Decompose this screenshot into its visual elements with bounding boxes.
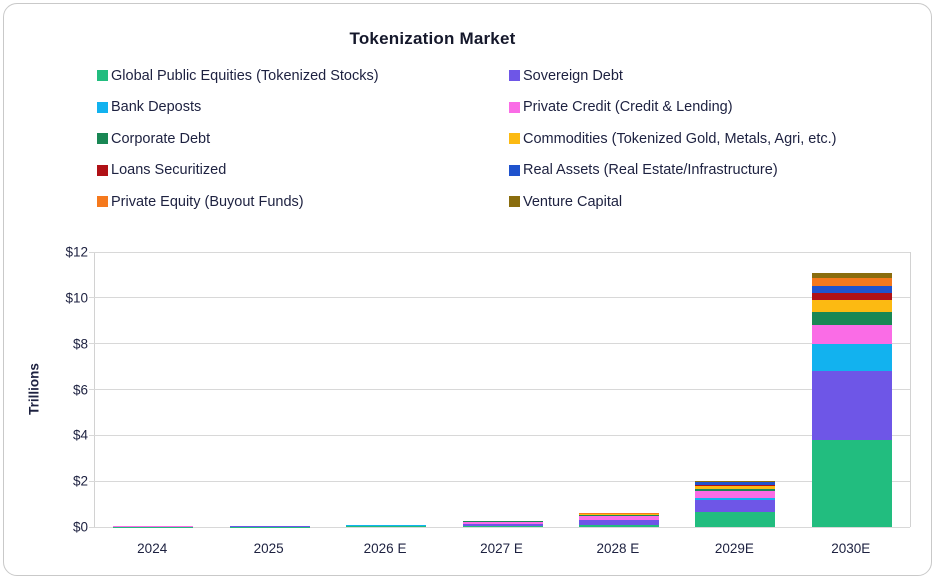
bar-segment[interactable] [462,521,543,524]
legend-label: Loans Securitized [111,162,227,178]
legend-label: Private Credit (Credit & Lending) [523,99,733,115]
legend-swatch-icon [509,133,520,144]
legend-item[interactable]: Loans Securitized [97,160,509,181]
legend-item[interactable]: Bank Deposts [97,97,509,118]
bar-segment[interactable] [346,526,427,527]
bar-segment[interactable] [695,490,776,499]
chart-card: Tokenization Market Global Public Equiti… [3,3,932,576]
bar-segment[interactable] [811,286,892,294]
chart-title: Tokenization Market [349,29,516,48]
legend-swatch-icon [97,164,108,176]
legend-item[interactable]: Private Equity (Buyout Funds) [97,191,509,212]
bar-segment[interactable] [578,524,659,527]
y-tick-label: $10 [65,290,88,306]
legend-item[interactable]: Commodities (Tokenized Gold, Metals, Agr… [509,128,909,149]
stacked-bar-2030e[interactable] [811,272,892,527]
legend-item[interactable]: Real Assets (Real Estate/Infrastructure) [509,160,909,181]
legend-label: Commodities (Tokenized Gold, Metals, Agr… [523,130,837,147]
legend-swatch-icon [509,196,520,207]
legend-label: Sovereign Debt [523,67,623,84]
x-tick-label: 2028 E [596,541,640,556]
plot-area [89,251,911,528]
x-tick-label: 2026 E [363,541,407,556]
bar-segment[interactable] [811,300,892,312]
gridline [89,480,910,482]
bar-segment[interactable] [811,325,892,344]
legend-swatch-icon [509,164,520,176]
gridline [89,526,910,528]
bar-segment[interactable] [811,293,892,301]
bar-segment[interactable] [578,514,659,516]
legend-item[interactable]: Corporate Debt [97,128,509,149]
x-tick-label: 2025 [253,541,284,556]
bar-segment[interactable] [462,525,543,527]
y-tick-label: $4 [72,427,88,443]
bar-segment[interactable] [695,512,776,527]
bar-segment[interactable] [811,343,892,372]
legend-swatch-icon [97,70,108,81]
legend-swatch-icon [97,196,108,207]
x-tick-label: 2029E [714,541,754,556]
bar-segment[interactable] [811,371,892,440]
x-tick-label: 2027 E [480,541,523,556]
bar-segment[interactable] [695,481,776,483]
y-tick-label: $6 [72,382,88,397]
bar-segment[interactable] [578,520,659,525]
legend-label: Private Equity (Buyout Funds) [111,193,304,210]
legend-item[interactable]: Sovereign Debt [509,65,909,86]
legend-swatch-icon [509,101,520,113]
stacked-bar-2026e[interactable] [346,524,427,527]
legend-item[interactable]: Venture Capital [509,191,909,212]
legend-label: Global Public Equities (Tokenized Stocks… [111,67,379,84]
y-tick-label: $2 [72,473,88,489]
gridline [89,343,910,345]
legend-label: Bank Deposts [111,99,202,115]
legend-label: Corporate Debt [111,130,211,147]
legend-swatch-icon [97,101,108,113]
legend-label: Real Assets (Real Estate/Infrastructure) [523,162,778,178]
y-tick-label: $0 [72,519,88,535]
bar-segment[interactable] [578,515,659,520]
stacked-bar-2025[interactable] [229,525,310,527]
bar-segment[interactable] [462,524,543,526]
legend-swatch-icon [97,133,108,144]
bar-segment[interactable] [811,278,892,287]
bar-segment[interactable] [695,498,776,500]
gridline [89,434,910,436]
bar-segment[interactable] [695,499,776,513]
stacked-bar-2027e[interactable] [462,521,543,527]
y-tick-label: $12 [65,244,88,260]
legend-swatch-icon [509,70,520,81]
legend-label: Venture Capital [523,193,623,210]
bar-segment[interactable] [811,272,892,279]
bar-segment[interactable] [695,485,776,489]
gridline [89,297,910,299]
bar-segment[interactable] [695,482,776,486]
bar-segment[interactable] [811,311,892,326]
stacked-bar-2024[interactable] [113,526,194,527]
gridline [89,251,910,253]
stacked-bar-2029e[interactable] [695,481,776,527]
legend-item[interactable]: Private Credit (Credit & Lending) [509,97,909,118]
stacked-bar-2028e[interactable] [578,513,659,527]
gridline [89,389,910,390]
x-tick-label: 2030E [831,541,871,556]
bar-segment[interactable] [346,525,427,527]
y-tick-label: $8 [72,336,88,352]
chart-legend: Global Public Equities (Tokenized Stocks… [97,65,909,212]
legend-item[interactable]: Global Public Equities (Tokenized Stocks… [97,65,509,86]
x-tick-label: 2024 [137,541,168,556]
bar-segment[interactable] [811,439,892,527]
bar-segment[interactable] [695,488,776,491]
